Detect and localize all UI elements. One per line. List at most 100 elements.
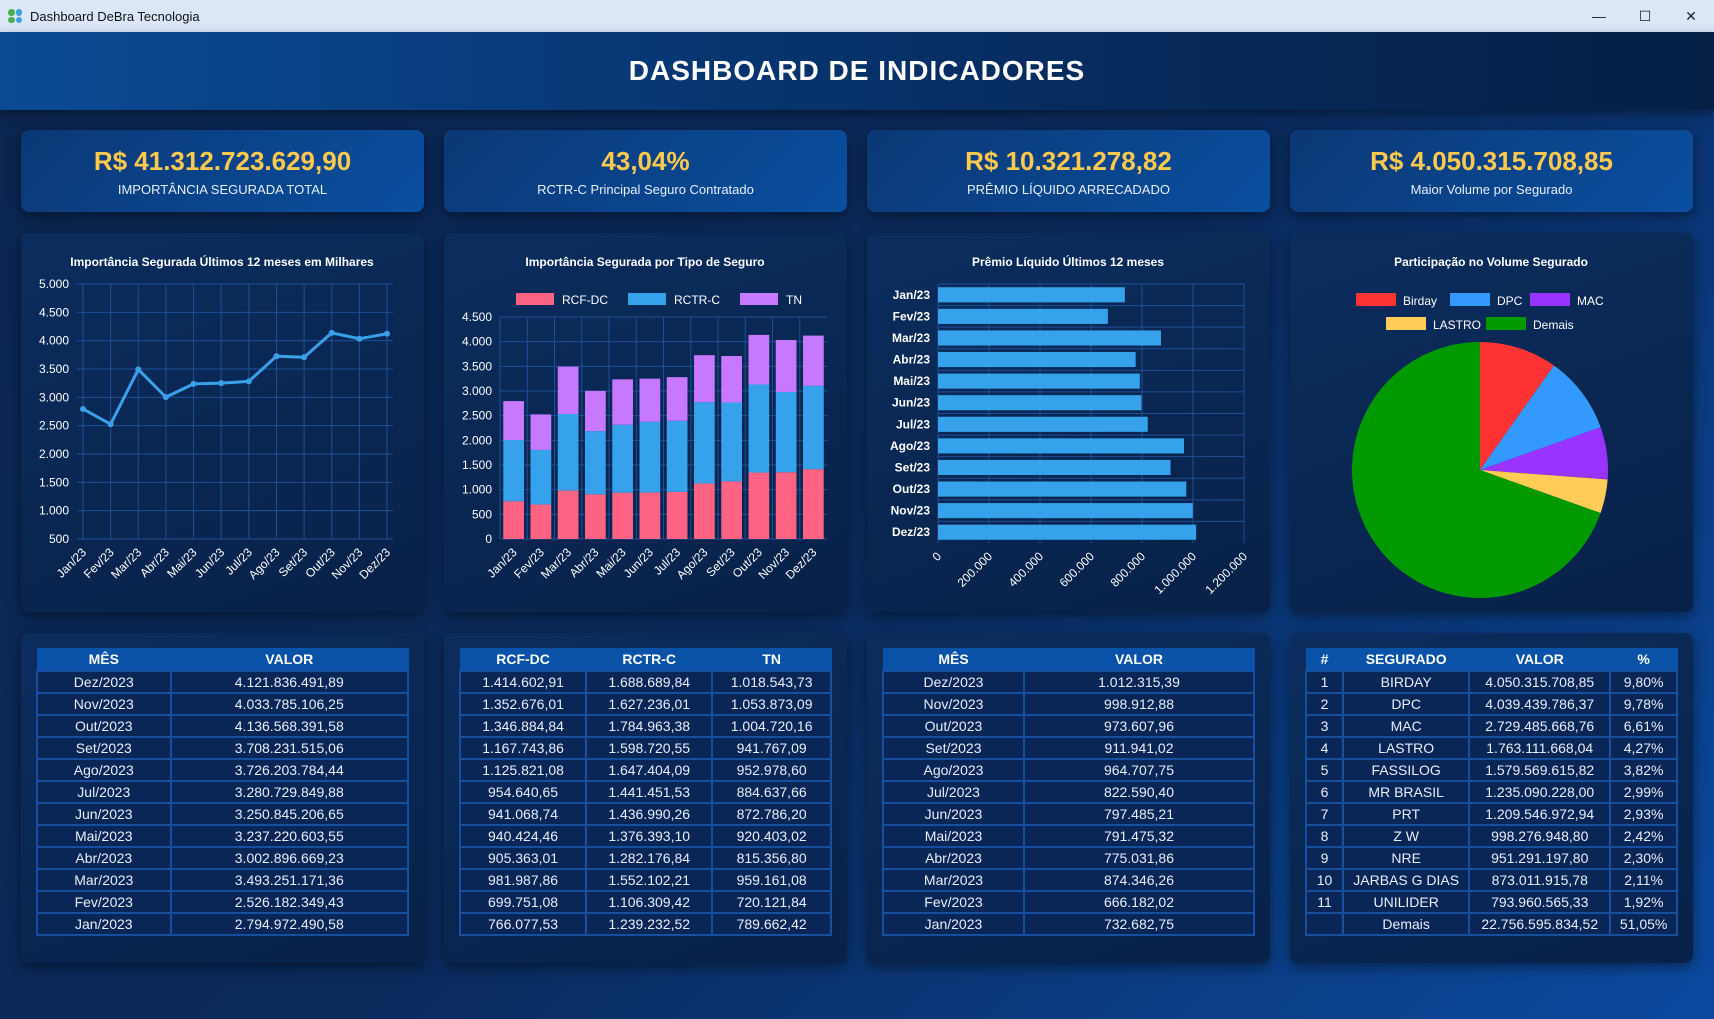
y-tick-label: 4.000 xyxy=(462,335,492,349)
table-cell: 1.598.720,55 xyxy=(585,735,714,760)
table-row: Jul/2023 3.280.729.849,88 xyxy=(36,779,410,804)
bar-segment xyxy=(639,492,661,539)
bar-segment xyxy=(666,420,688,492)
x-tick-label: 1.000.000 xyxy=(1151,549,1199,597)
table-cell: UNILIDER xyxy=(1342,889,1471,914)
table-cell: 775.031,86 xyxy=(1022,845,1256,870)
table-row: Dez/2023 4.121.836.491,89 xyxy=(36,669,410,694)
x-tick-label: Dez/23 xyxy=(783,545,820,582)
table-cell: 1.627.236,01 xyxy=(585,691,714,716)
table-cell: Z W xyxy=(1342,823,1471,848)
table-cell: Jun/2023 xyxy=(882,801,1025,826)
table-cell: Mar/2023 xyxy=(36,867,172,892)
y-tick-label: 3.500 xyxy=(462,359,492,373)
maximize-button[interactable]: ☐ xyxy=(1638,7,1652,24)
minimize-button[interactable]: — xyxy=(1592,8,1606,24)
table-row: Jan/2023 732.682,75 xyxy=(882,911,1256,936)
table-cell: 951.291.197,80 xyxy=(1468,845,1612,870)
table-cell: 6,61% xyxy=(1609,713,1678,738)
table-cell: 720.121,84 xyxy=(711,889,832,914)
table-row: 766.077,53 1.239.232,52 789.662,42 xyxy=(458,911,832,936)
table-cell: MAC xyxy=(1342,713,1471,738)
table-row: 1.352.676,01 1.627.236,01 1.053.873,09 xyxy=(458,691,832,716)
table-cell: 4.039.439.786,37 xyxy=(1468,691,1612,716)
table-cell: 1.688.689,84 xyxy=(585,669,714,694)
table-row: Out/2023 973.607,96 xyxy=(882,713,1256,738)
bar-segment xyxy=(530,449,552,505)
x-tick-label: 400.000 xyxy=(1006,549,1047,590)
table-cell: 9,80% xyxy=(1609,669,1678,694)
table-cell: 954.640,65 xyxy=(458,779,588,804)
table-cell: 793.960.565,33 xyxy=(1468,889,1612,914)
table-cell: 9,78% xyxy=(1609,691,1678,716)
data-point xyxy=(162,394,169,401)
table-row: 699.751,08 1.106.309,42 720.121,84 xyxy=(458,889,832,914)
data-point xyxy=(80,405,86,412)
table-cell: 2 xyxy=(1304,691,1345,716)
line-chart: Importância Segurada Últimos 12 meses em… xyxy=(39,254,393,582)
table-cell: 973.607,96 xyxy=(1022,713,1256,738)
data-point xyxy=(301,354,308,361)
bar-segment xyxy=(721,402,742,482)
table-cell: 9 xyxy=(1304,845,1345,870)
table-cell: 3.708.231.515,06 xyxy=(169,735,410,760)
column-header: MÊS xyxy=(36,648,172,671)
x-tick-label: Abr/23 xyxy=(137,545,172,580)
legend-label: Demais xyxy=(1533,318,1574,332)
x-tick-label: Ago/23 xyxy=(674,545,711,582)
y-tick-label: 4.500 xyxy=(39,305,69,319)
table-row: 2 DPC 4.039.439.786,37 9,78% xyxy=(1304,691,1678,716)
table-cell: 884.637,66 xyxy=(711,779,832,804)
bar-segment xyxy=(585,431,606,495)
data-point xyxy=(135,366,142,373)
dashboard: DASHBOARD DE INDICADORES R$ 41.312.723.6… xyxy=(0,32,1714,1019)
x-tick-label: 0 xyxy=(929,549,944,564)
bar xyxy=(938,395,1142,411)
kpi-label: PRÊMIO LÍQUIDO ARRECADADO xyxy=(967,182,1170,197)
table-cell: 2.729.485.668,76 xyxy=(1468,713,1612,738)
table-cell: 8 xyxy=(1304,823,1345,848)
table-cell: 2,42% xyxy=(1609,823,1678,848)
table-cell: 873.011.915,78 xyxy=(1468,867,1612,892)
table-cell: Set/2023 xyxy=(36,735,172,760)
table-row: Fev/2023 666.182,02 xyxy=(882,889,1256,914)
table-cell: Mai/2023 xyxy=(882,823,1025,848)
bar-segment xyxy=(585,494,606,539)
table-cell: 666.182,02 xyxy=(1022,889,1256,914)
stacked-bar-chart-card: Importância Segurada por Tipo de Seguro R… xyxy=(444,233,847,612)
table-cell: Dez/2023 xyxy=(36,669,172,694)
table-cell: Out/2023 xyxy=(36,713,172,738)
bar-segment xyxy=(503,440,524,502)
table-cell: 815.356,80 xyxy=(711,845,832,870)
bar-segment xyxy=(530,414,552,450)
bar xyxy=(938,481,1187,497)
kpi-label: Maior Volume por Segurado xyxy=(1410,182,1573,197)
table-cell: MR BRASIL xyxy=(1342,779,1471,804)
table-row: Demais 22.756.595.834,52 51,05% xyxy=(1304,911,1678,936)
table-cell: Demais xyxy=(1342,911,1471,936)
legend-label: DPC xyxy=(1497,294,1523,308)
legend-label: Birday xyxy=(1403,294,1437,308)
column-header: % xyxy=(1609,648,1678,671)
pie-slice xyxy=(1352,342,1601,598)
bar-segment xyxy=(775,339,797,392)
bar-segment xyxy=(775,472,797,539)
table-cell: 998.276.948,80 xyxy=(1468,823,1612,848)
table-cell: Mar/2023 xyxy=(882,867,1025,892)
kpi-rctrc-share: 43,04% RCTR-C Principal Seguro Contratado xyxy=(444,130,847,212)
table-cell: JARBAS G DIAS xyxy=(1342,867,1471,892)
table-cell: 941.767,09 xyxy=(711,735,832,760)
legend-swatch xyxy=(516,293,554,305)
close-button[interactable]: ✕ xyxy=(1685,7,1697,24)
table-cell: 732.682,75 xyxy=(1022,911,1256,936)
data-point xyxy=(245,378,252,385)
table-cell: Dez/2023 xyxy=(882,669,1025,694)
column-header: RCF-DC xyxy=(459,648,587,671)
pie-slice xyxy=(1480,470,1608,514)
table-cell: 1.784.963,38 xyxy=(585,713,714,738)
table-cell: Jan/2023 xyxy=(882,911,1025,936)
bar-segment xyxy=(694,355,715,403)
table-cell: 3.002.896.669,23 xyxy=(169,845,410,870)
table-cell: 4.121.836.491,89 xyxy=(169,669,410,694)
